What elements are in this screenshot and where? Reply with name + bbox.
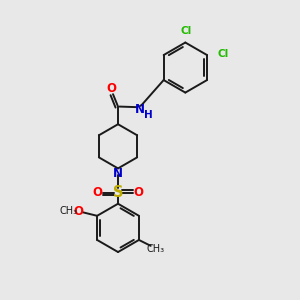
Text: O: O [106, 82, 116, 95]
Text: N: N [135, 103, 145, 116]
Text: N: N [113, 167, 123, 180]
Text: O: O [92, 186, 102, 199]
Text: H: H [144, 110, 153, 120]
Text: O: O [74, 205, 84, 218]
Text: O: O [134, 186, 144, 199]
Text: Cl: Cl [217, 49, 229, 58]
Text: CH₃: CH₃ [146, 244, 164, 254]
Text: S: S [113, 185, 123, 200]
Text: Cl: Cl [180, 26, 191, 36]
Text: CH₃: CH₃ [59, 206, 78, 216]
